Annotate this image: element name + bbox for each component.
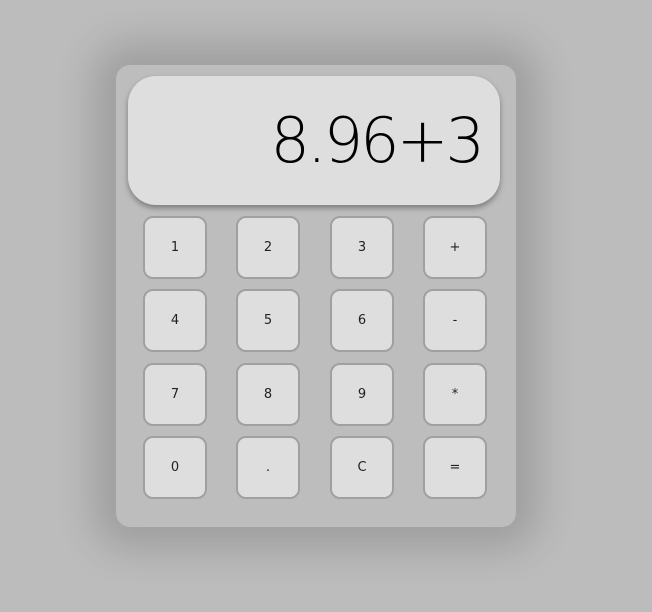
key-multiply[interactable]: * — [423, 363, 487, 426]
key-decimal[interactable]: . — [236, 436, 300, 499]
key-equals[interactable]: = — [423, 436, 487, 499]
display: 8.96+3 — [128, 76, 500, 205]
display-value: 8.96+3 — [270, 103, 485, 177]
key-minus[interactable]: - — [423, 289, 487, 352]
key-6[interactable]: 6 — [330, 289, 394, 352]
keypad: 1 2 3 + 4 5 6 - 7 8 9 * 0 . C = — [143, 216, 489, 500]
calculator: 8.96+3 1 2 3 + 4 5 6 - 7 8 9 * 0 . C = — [116, 65, 516, 527]
key-8[interactable]: 8 — [236, 363, 300, 426]
key-clear[interactable]: C — [330, 436, 394, 499]
key-5[interactable]: 5 — [236, 289, 300, 352]
key-0[interactable]: 0 — [143, 436, 207, 499]
key-1[interactable]: 1 — [143, 216, 207, 279]
key-2[interactable]: 2 — [236, 216, 300, 279]
key-7[interactable]: 7 — [143, 363, 207, 426]
key-9[interactable]: 9 — [330, 363, 394, 426]
key-4[interactable]: 4 — [143, 289, 207, 352]
key-3[interactable]: 3 — [330, 216, 394, 279]
key-plus[interactable]: + — [423, 216, 487, 279]
